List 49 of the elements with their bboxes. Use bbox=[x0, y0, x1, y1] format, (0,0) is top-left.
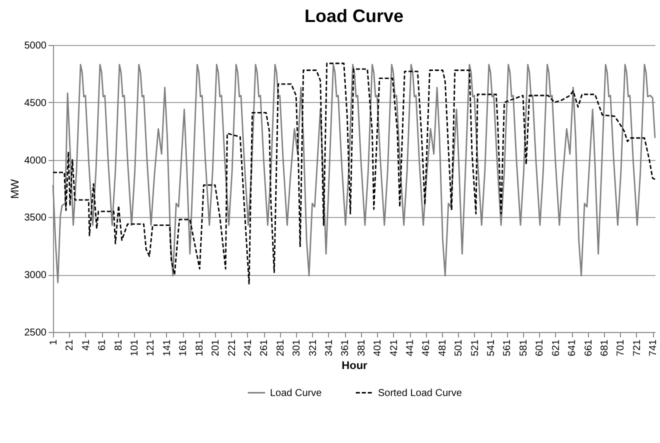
y-tick-label: 3000 bbox=[24, 270, 47, 282]
x-tick-label: 701 bbox=[616, 339, 627, 356]
x-tick-label: 621 bbox=[550, 339, 562, 356]
x-tick-label: 541 bbox=[486, 339, 498, 356]
x-tick-label: 321 bbox=[308, 339, 319, 356]
x-tick-label: 221 bbox=[226, 339, 238, 356]
legend-label: Sorted Load Curve bbox=[378, 388, 462, 399]
x-tick-label: 741 bbox=[648, 339, 660, 356]
x-axis-title: Hour bbox=[342, 360, 368, 372]
x-tick-label: 721 bbox=[632, 339, 643, 356]
x-tick-label: 21 bbox=[64, 339, 76, 351]
x-tick-label: 341 bbox=[324, 339, 335, 356]
x-tick-label: 201 bbox=[210, 339, 222, 356]
y-tick-label: 3500 bbox=[24, 212, 47, 224]
legend-label: Load Curve bbox=[270, 388, 322, 399]
x-tick-label: 241 bbox=[242, 339, 254, 356]
x-tick-label: 261 bbox=[259, 339, 270, 356]
x-tick-label: 481 bbox=[437, 339, 448, 356]
x-tick-label: 281 bbox=[275, 339, 286, 356]
x-tick-label: 161 bbox=[178, 339, 190, 356]
y-axis-title: MW bbox=[9, 178, 22, 199]
x-tick-label: 141 bbox=[162, 339, 173, 356]
x-tick-label: 681 bbox=[599, 339, 610, 356]
x-tick-label: 381 bbox=[356, 339, 368, 356]
x-tick-label: 641 bbox=[567, 339, 578, 356]
x-tick-label: 501 bbox=[454, 339, 465, 356]
x-tick-label: 441 bbox=[405, 339, 416, 356]
x-tick-label: 101 bbox=[130, 339, 141, 356]
x-tick-label: 461 bbox=[421, 339, 432, 356]
x-tick-label: 581 bbox=[518, 339, 530, 356]
x-tick-label: 561 bbox=[502, 339, 514, 356]
x-tick-label: 41 bbox=[80, 339, 92, 351]
y-tick-label: 4500 bbox=[24, 98, 47, 109]
chart-title: Load Curve bbox=[304, 6, 404, 26]
x-tick-label: 1 bbox=[48, 339, 60, 346]
y-tick-label: 5000 bbox=[24, 40, 47, 52]
x-tick-label: 301 bbox=[292, 339, 303, 356]
y-tick-label: 4000 bbox=[24, 155, 47, 166]
x-tick-label: 421 bbox=[388, 339, 400, 356]
y-tick-label: 2500 bbox=[24, 328, 47, 338]
x-tick-label: 361 bbox=[340, 339, 352, 356]
x-tick-label: 661 bbox=[583, 339, 594, 356]
x-tick-label: 181 bbox=[194, 339, 206, 356]
x-tick-label: 121 bbox=[146, 339, 157, 356]
x-tick-label: 601 bbox=[534, 339, 546, 356]
x-tick-label: 81 bbox=[113, 339, 124, 351]
x-tick-label: 61 bbox=[97, 339, 108, 351]
x-tick-label: 401 bbox=[372, 339, 384, 356]
x-tick-label: 521 bbox=[470, 339, 481, 356]
